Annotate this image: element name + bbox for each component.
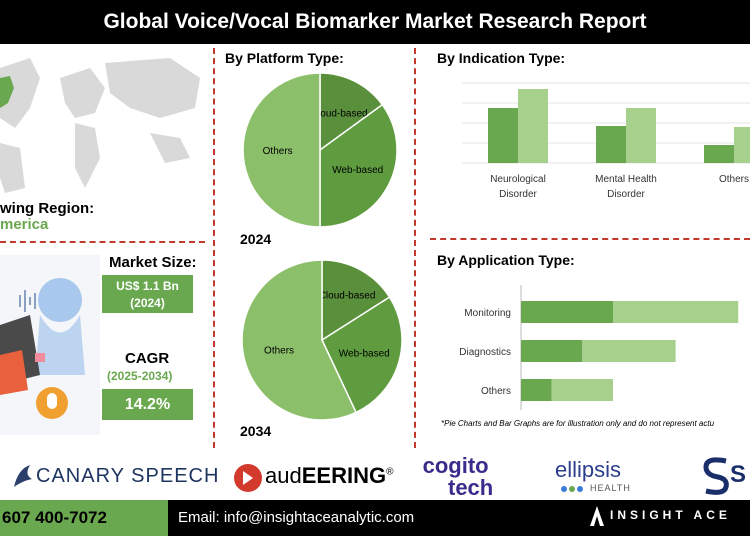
s-brand-logo: S (730, 461, 747, 488)
audeering-logo-part-b: EERING (301, 463, 387, 488)
pie-slice-others (241, 259, 358, 421)
pie-slice-web-based (321, 296, 403, 414)
pie-year-2024: 2024 (240, 231, 272, 247)
logo-row: CANARY SPEECH audEERING® cogito tech ell… (0, 453, 750, 500)
north-america-highlight (0, 76, 14, 108)
pie-year-2034: 2034 (240, 423, 272, 439)
application-bar-segment (582, 340, 676, 362)
indication-category-label: Disorder (607, 189, 645, 200)
pie-slice-others (242, 72, 321, 228)
indication-category-label: Mental Health (595, 174, 657, 185)
email-link[interactable]: Email: info@insightaceanalytic.com (178, 509, 415, 526)
platform-title: By Platform Type: (225, 50, 344, 66)
ellipsis-logo: ellipsis (555, 457, 622, 482)
indication-bar (596, 126, 626, 163)
world-map (0, 58, 200, 193)
application-bar-segment (613, 301, 739, 323)
ellipsis-dots-icon (561, 486, 583, 492)
platform-pie-2024: Cloud-based Web-based Others (242, 72, 398, 228)
region-value: merica (0, 216, 49, 233)
application-category-label: Monitoring (464, 308, 511, 319)
pie-slice-cloud-based (319, 72, 384, 152)
cagr-value: 14.2% (102, 389, 193, 420)
indication-bar (518, 89, 548, 163)
cogitotech-logo: cogito tech (418, 453, 494, 500)
indication-bar-chart: Neurological Disorder Mental Health Disorde… (462, 82, 750, 200)
divider (0, 241, 205, 243)
pie-label: Web-based (339, 348, 390, 359)
pie-label: Others (264, 346, 294, 357)
audeering-logo-part-a: aud (265, 463, 302, 488)
application-bar-segment (521, 301, 613, 323)
pie-slice-web-based (319, 103, 398, 228)
market-size-year: (2024) (130, 296, 165, 310)
audeering-logo: audEERING® (265, 463, 393, 489)
audeering-icon (234, 464, 262, 492)
audeering-reg-mark: ® (386, 466, 394, 478)
pie-label: Cloud-based (311, 108, 368, 119)
cagr-period: (2025-2034) (107, 369, 173, 383)
indication-category-label: Disorder (499, 189, 537, 200)
voice-illustration (0, 255, 100, 435)
application-bar-segment (551, 379, 613, 401)
insightace-logo-icon (590, 506, 604, 526)
region-label: wing Region: (0, 200, 95, 217)
phone-number[interactable]: 607 400-7072 (0, 500, 168, 536)
market-size-box: US$ 1.1 Bn (2024) (102, 275, 193, 313)
platform-pie-2034: Cloud-based Web-based Others (241, 259, 403, 421)
tech-text: tech (448, 475, 494, 500)
s-brand-icon (703, 457, 729, 495)
divider (414, 48, 416, 448)
cogito-text: cogito (422, 453, 489, 478)
application-bar-segment (521, 340, 583, 362)
ellipsis-health-text: HEALTH (590, 483, 631, 493)
pie-label: Cloud-based (319, 290, 376, 301)
indication-bar (734, 127, 750, 163)
divider (430, 238, 750, 240)
divider (213, 48, 215, 448)
disclaimer: *Pie Charts and Bar Graphs are for illus… (441, 419, 715, 428)
application-title: By Application Type: (437, 252, 575, 268)
indication-title: By Indication Type: (437, 50, 566, 66)
application-category-label: Diagnostics (459, 347, 511, 358)
pie-label: Others (263, 146, 293, 157)
page-title: Global Voice/Vocal Biomarker Market Rese… (0, 0, 750, 44)
application-category-label: Others (481, 386, 511, 397)
application-bar-chart: Monitoring Diagnostics Others (459, 285, 739, 410)
indication-bar (704, 145, 734, 163)
cagr-label: CAGR (125, 350, 170, 367)
application-bar-segment (521, 379, 552, 401)
indication-bar (626, 108, 656, 163)
market-size-value: US$ 1.1 Bn (116, 279, 179, 293)
pie-slice-cloud-based (321, 259, 391, 342)
canary-bird-icon (14, 465, 32, 487)
indication-bar (488, 108, 518, 163)
market-size-label: Market Size: (109, 254, 197, 271)
indication-category-label: Others (719, 174, 749, 185)
brand-name: INSIGHT ACE A (610, 508, 731, 552)
indication-category-label: Neurological (490, 174, 546, 185)
canary-speech-logo: CANARY SPEECH (36, 465, 220, 487)
pie-label: Web-based (332, 165, 383, 176)
